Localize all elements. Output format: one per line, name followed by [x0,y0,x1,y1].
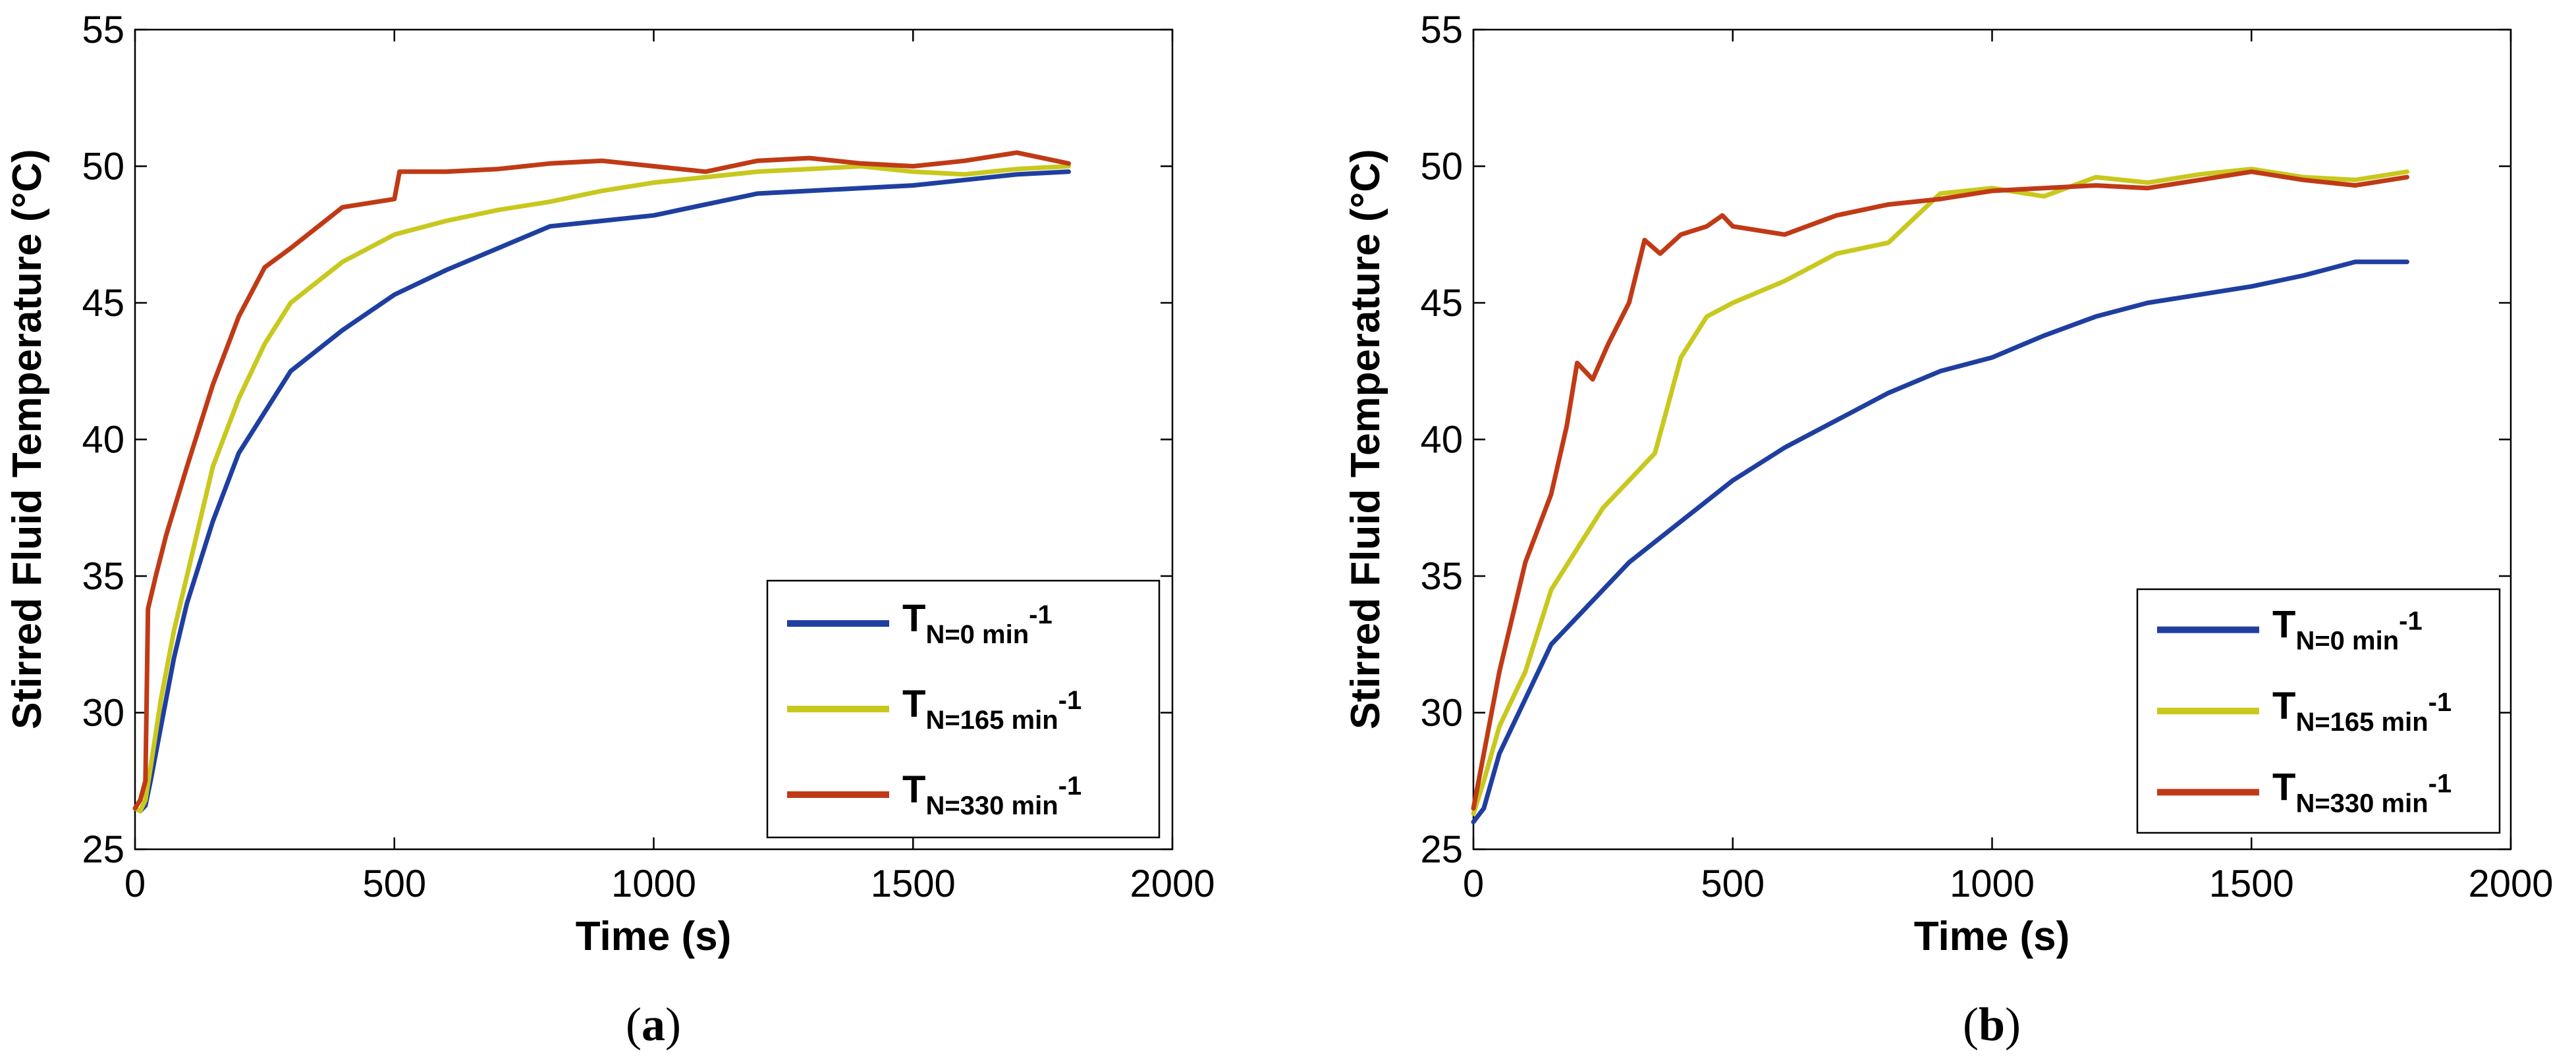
panel-a-y-axis-label: Stirred Fluid Temperature (°C) [5,149,50,729]
series-line-3 [1471,169,2409,811]
y-tick-label: 40 [1420,419,1463,462]
x-tick-label: 0 [124,862,146,905]
panel-b-x-axis-label: Time (s) [1914,914,2070,959]
y-tick-label: 50 [1420,145,1463,188]
x-tick-label: 500 [1701,862,1765,905]
series-line-3 [132,150,1071,811]
x-tick-label: 500 [362,862,426,905]
legend-label-1: TN=0 min-1 [902,597,1053,649]
y-tick-label: 30 [82,692,124,735]
x-tick-label: 0 [1463,862,1484,905]
legend-label-1: TN=0 min-1 [2272,604,2423,656]
y-tick-label: 45 [82,282,124,325]
y-tick-label: 35 [1420,555,1463,598]
y-tick-label: 50 [82,145,124,188]
panel-a-legend-entries: TN=0 min-1 TN=165 min-1 TN=330 min-1 [787,597,1082,820]
x-tick-label: 1000 [1950,862,2035,905]
panel-b-legend: TN=0 min-1 TN=165 min-1 TN=330 min-1 [2136,588,2501,834]
x-tick-label: 1500 [871,862,956,905]
series-line-2 [1471,167,2409,816]
y-tick-label: 45 [1420,282,1463,325]
panel-b-legend-entries: TN=0 min-1 TN=165 min-1 TN=330 min-1 [2157,604,2452,818]
panel-b-y-axis-label: Stirred Fluid Temperature (°C) [1343,149,1388,729]
y-tick-label: 55 [1420,9,1463,51]
panel-a-caption: (a) [626,998,681,1051]
panel-b-series [1471,167,2409,824]
series-line-1 [1471,259,2409,824]
panel-a-series [132,150,1071,814]
legend-label-3: TN=330 min-1 [2272,766,2452,818]
y-tick-label: 55 [82,9,124,51]
series-line-2 [132,164,1071,814]
y-tick-label: 35 [82,555,124,598]
x-tick-label: 2000 [1130,862,1215,905]
y-tick-label: 40 [82,419,124,462]
panel-a-legend: TN=0 min-1 TN=165 min-1 TN=330 min-1 [766,579,1161,839]
y-tick-label: 25 [1420,828,1463,871]
panel-b-caption: (b) [1963,998,2021,1051]
y-tick-label: 30 [1420,692,1463,735]
y-tick-label: 25 [82,828,124,871]
legend-label-3: TN=330 min-1 [902,768,1082,820]
legend-label-2: TN=165 min-1 [2272,685,2452,737]
panel-b-ticks: 0 500 1000 1500 2000 25 30 35 40 45 50 55 [1420,9,2553,905]
x-tick-label: 1000 [611,862,696,905]
panel-a-ticks: 0 500 1000 1500 2000 25 30 35 40 45 50 55 [82,9,1215,905]
x-tick-label: 1500 [2209,862,2294,905]
panel-a-x-axis-label: Time (s) [576,914,732,959]
legend-label-2: TN=165 min-1 [902,683,1082,735]
series-line-1 [132,169,1071,814]
x-tick-label: 2000 [2468,862,2553,905]
